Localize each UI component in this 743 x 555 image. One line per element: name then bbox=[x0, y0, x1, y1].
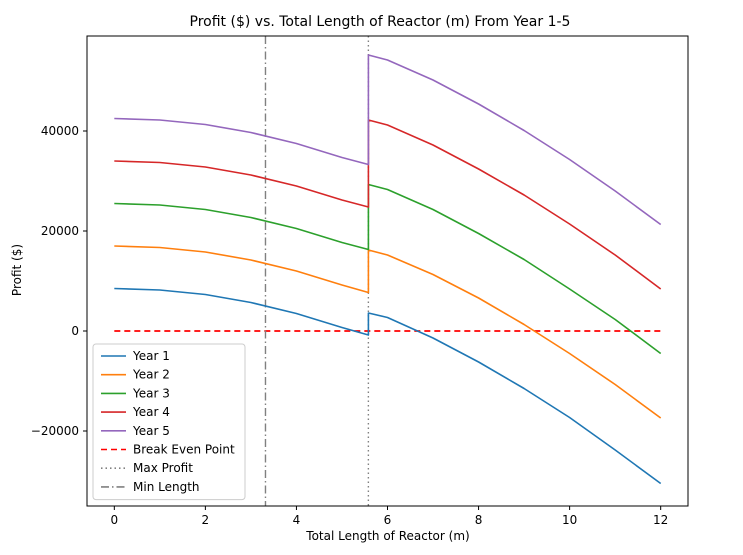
chart-title: Profit ($) vs. Total Length of Reactor (… bbox=[190, 14, 571, 30]
legend-box bbox=[92, 343, 246, 501]
series-line-year-5 bbox=[114, 54, 662, 226]
legend: Year 1 Year 2 Year 3 Year 4 Year 5 Break Even… bbox=[92, 343, 246, 501]
legend-label-year-3: Year 3 bbox=[132, 386, 170, 400]
legend-label-year-5: Year 5 bbox=[132, 424, 170, 438]
series-line-year-1 bbox=[114, 287, 662, 485]
x-axis-label: Total Length of Reactor (m) bbox=[305, 529, 469, 543]
x-tick-label: 4 bbox=[293, 513, 301, 527]
y-axis-label: Profit ($) bbox=[10, 244, 24, 296]
legend-label-year-4: Year 4 bbox=[132, 405, 170, 419]
y-tick-label: 40000 bbox=[41, 124, 79, 138]
x-tick-label: 12 bbox=[653, 513, 668, 527]
legend-label-min-length: Min Length bbox=[133, 480, 200, 494]
x-tick-label: 6 bbox=[384, 513, 392, 527]
y-tick-label: 20000 bbox=[41, 224, 79, 238]
x-tick-label: 0 bbox=[110, 513, 118, 527]
x-tick-label: 8 bbox=[475, 513, 483, 527]
y-tick-label: −20000 bbox=[31, 424, 79, 438]
legend-label-year-2: Year 2 bbox=[132, 368, 170, 382]
x-tick-label: 10 bbox=[562, 513, 577, 527]
legend-label-year-1: Year 1 bbox=[132, 349, 170, 363]
legend-label-break-even-point: Break Even Point bbox=[133, 443, 235, 457]
x-tick-label: 2 bbox=[202, 513, 210, 527]
y-tick-label: 0 bbox=[71, 324, 79, 338]
legend-label-max-profit: Max Profit bbox=[133, 461, 193, 475]
